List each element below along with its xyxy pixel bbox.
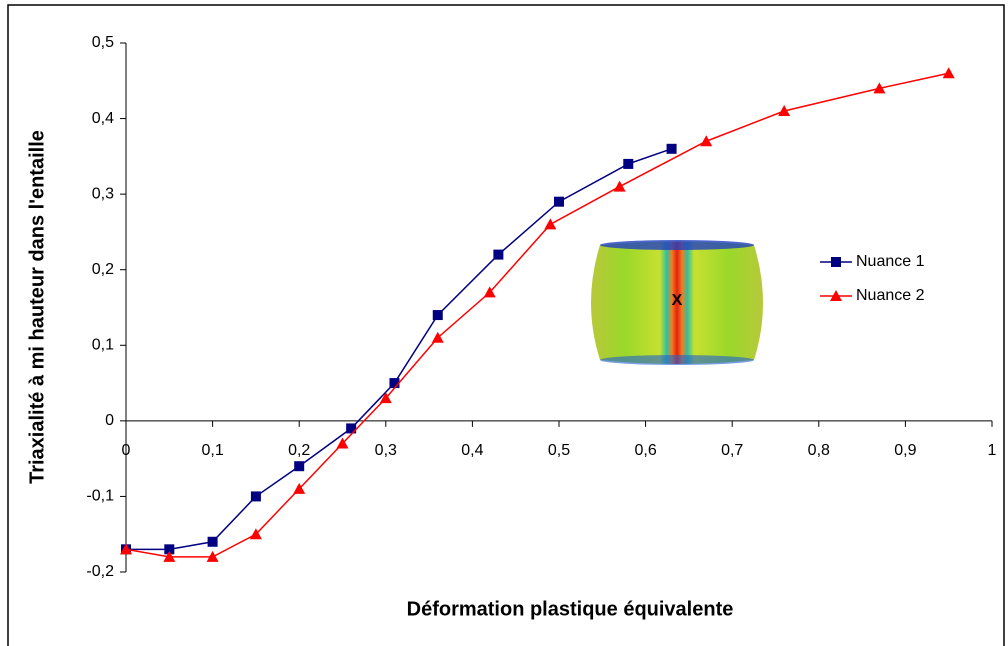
- inset-label: X: [672, 292, 683, 309]
- frame: [7, 4, 1005, 646]
- marker: [293, 482, 306, 494]
- marker: [163, 550, 176, 562]
- marker: [346, 423, 357, 434]
- marker: [623, 158, 634, 169]
- x-tick-label: 0: [122, 442, 131, 459]
- marker: [554, 196, 564, 207]
- legend-label: Nuance 1: [856, 253, 925, 270]
- marker: [389, 378, 400, 389]
- marker: [700, 135, 713, 147]
- marker: [250, 491, 261, 502]
- y-tick-label: 0,3: [92, 185, 114, 202]
- x-tick-label: 0,9: [894, 442, 916, 459]
- x-tick-label: 0,8: [808, 442, 830, 459]
- x-tick-label: 0,7: [721, 442, 743, 459]
- marker: [294, 461, 305, 472]
- inset-image: [591, 240, 763, 365]
- marker: [336, 437, 349, 449]
- marker: [120, 543, 132, 555]
- y-axis-title: Triaxialité à mi hauteur dans l'entaille: [26, 130, 48, 484]
- marker: [544, 218, 557, 230]
- x-tick-label: 0,4: [461, 442, 483, 459]
- y-tick-label: 0: [105, 412, 114, 429]
- marker: [942, 67, 955, 79]
- legend-marker: [830, 290, 842, 301]
- x-axis-title: Déformation plastique équivalente: [407, 598, 734, 620]
- series-line: [126, 148, 672, 551]
- x-tick-label: 1: [988, 442, 997, 459]
- x-tick-label: 0,5: [548, 442, 570, 459]
- x-tick-label: 0,3: [375, 442, 397, 459]
- legend-marker: [831, 257, 841, 267]
- marker: [164, 544, 175, 555]
- marker: [432, 310, 443, 321]
- marker: [613, 180, 626, 192]
- marker: [873, 82, 886, 94]
- marker: [778, 105, 791, 117]
- legend-label: Nuance 2: [856, 287, 925, 304]
- x-tick-label: 0,2: [288, 442, 310, 459]
- x-tick-label: 0,6: [634, 442, 656, 459]
- marker: [379, 392, 392, 404]
- y-tick-label: 0,1: [92, 337, 114, 354]
- y-tick-label: 0,2: [92, 261, 114, 278]
- marker: [666, 143, 677, 154]
- marker: [493, 249, 504, 260]
- y-tick-label: 0,4: [92, 110, 114, 127]
- marker: [483, 286, 496, 298]
- marker: [206, 550, 219, 562]
- marker: [207, 536, 218, 547]
- y-tick-label: 0,5: [92, 34, 114, 51]
- y-tick-label: -0,2: [86, 563, 114, 580]
- series-line: [125, 72, 949, 558]
- y-tick-label: -0,1: [86, 488, 114, 505]
- x-tick-label: 0,1: [201, 442, 223, 459]
- marker: [249, 528, 262, 540]
- marker: [431, 331, 444, 343]
